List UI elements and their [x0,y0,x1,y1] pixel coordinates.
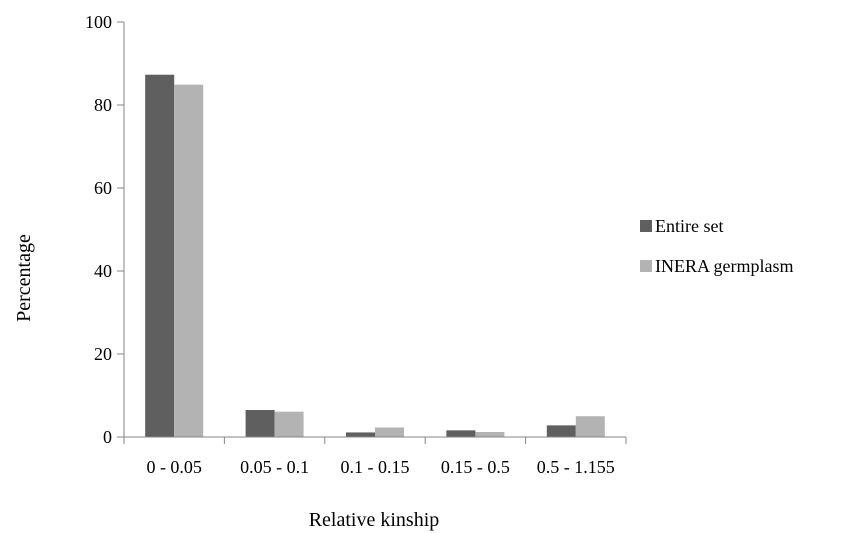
bar [446,430,476,437]
bar [245,410,275,437]
legend-swatch [640,260,652,272]
legend-label: Entire set [655,216,723,236]
legend-swatch [640,220,652,232]
bar [346,432,375,437]
axes-group [123,22,626,438]
bar [475,432,505,437]
x-tick-label: 0.5 - 1.155 [537,457,615,477]
y-tick-label: 60 [94,178,112,198]
y-tick-label: 20 [94,344,112,364]
bars-group [145,74,605,437]
legend-label: INERA germplasm [655,256,793,276]
bar [546,425,576,437]
y-tick-label: 100 [85,12,112,32]
y-tick-label: 40 [94,261,112,281]
bar [575,416,605,437]
y-tick-label: 80 [94,95,112,115]
x-tick-group: 0 - 0.05 0.05 - 0.1 0.1 - 0.15 0.15 - 0.5 0.… [123,437,627,477]
legend: Entire set INERA germplasm [640,216,793,276]
y-tick-label: 0 [103,427,112,447]
bar [174,84,204,437]
x-tick-label: 0 - 0.05 [146,457,202,477]
x-axis-title: Relative kinship [309,509,440,531]
y-tick-group: 0 20 40 60 80 100 [85,12,124,447]
bar [145,74,175,437]
bar [375,427,404,437]
bar [274,411,304,437]
x-tick-label: 0.05 - 0.1 [240,457,309,477]
x-tick-label: 0.1 - 0.15 [341,457,410,477]
x-tick-label: 0.15 - 0.5 [441,457,510,477]
y-axis-title: Percentage [13,234,35,322]
